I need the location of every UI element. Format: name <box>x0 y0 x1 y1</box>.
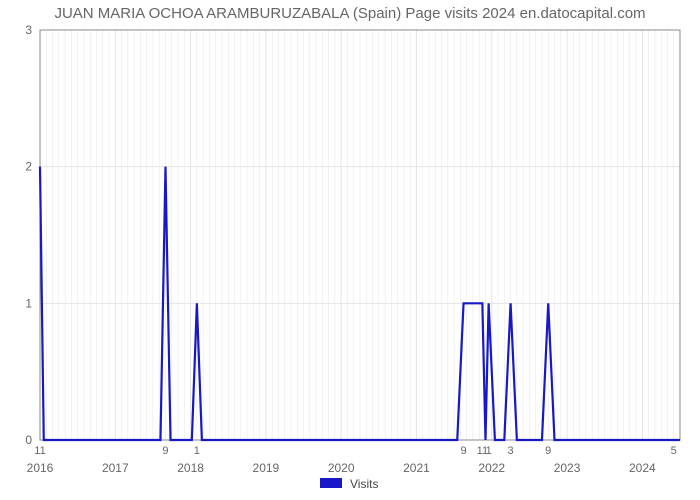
x-minor-label: 1 <box>486 445 492 457</box>
y-tick-label: 2 <box>25 160 32 174</box>
x-minor-label: 9 <box>460 445 466 457</box>
y-tick-label: 3 <box>25 23 32 37</box>
y-tick-label: 1 <box>25 296 32 310</box>
x-year-label: 2024 <box>629 461 656 475</box>
x-year-label: 2023 <box>554 461 581 475</box>
chart-container: JUAN MARIA OCHOA ARAMBURUZABALA (Spain) … <box>0 0 700 500</box>
chart-title: JUAN MARIA OCHOA ARAMBURUZABALA (Spain) … <box>54 5 645 22</box>
chart-background <box>0 0 700 500</box>
x-minor-label: 5 <box>671 445 677 457</box>
x-minor-label: 11 <box>34 445 45 457</box>
x-year-label: 2018 <box>177 461 204 475</box>
legend-label: Visits <box>350 477 378 491</box>
y-tick-label: 0 <box>25 433 32 447</box>
visits-line-chart: JUAN MARIA OCHOA ARAMBURUZABALA (Spain) … <box>0 0 700 500</box>
x-minor-label: 9 <box>162 445 168 457</box>
x-year-label: 2021 <box>403 461 430 475</box>
legend-swatch <box>320 478 342 488</box>
x-year-label: 2019 <box>253 461 280 475</box>
x-year-label: 2020 <box>328 461 355 475</box>
x-minor-label: 3 <box>508 445 514 457</box>
x-year-label: 2022 <box>478 461 505 475</box>
x-minor-label: 1 <box>194 445 200 457</box>
x-year-label: 2016 <box>27 461 54 475</box>
x-minor-label: 9 <box>545 445 551 457</box>
x-year-label: 2017 <box>102 461 129 475</box>
